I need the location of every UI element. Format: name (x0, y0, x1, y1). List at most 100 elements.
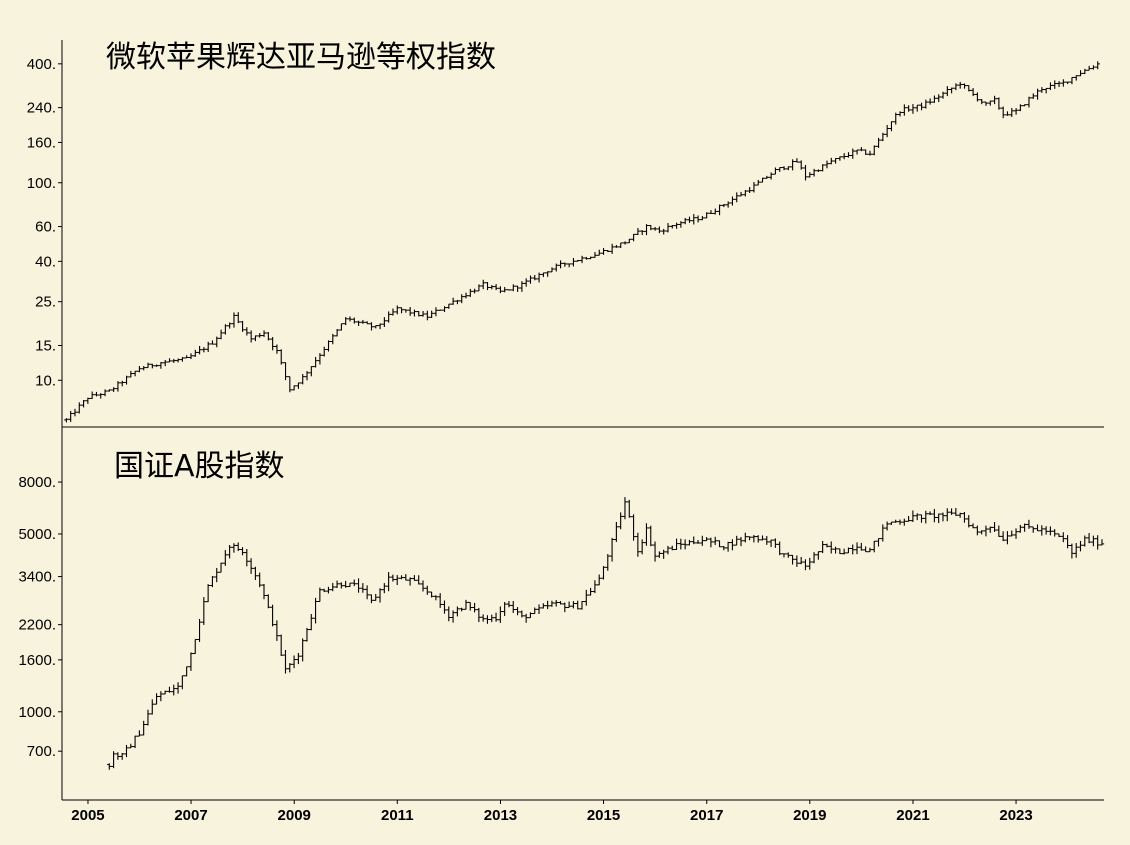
ohlc-bar (167, 686, 172, 693)
ohlc-bar (927, 98, 933, 105)
ohlc-bar (377, 323, 383, 330)
ohlc-bar (107, 389, 112, 392)
ohlc-bar (850, 148, 855, 159)
ohlc-bar (502, 602, 507, 616)
ohlc-bar (884, 124, 890, 138)
ohlc-bar (816, 551, 821, 560)
ohlc-bar (489, 285, 495, 290)
ohlc-bar (304, 627, 310, 642)
ohlc-bar (77, 402, 82, 414)
ohlc-bar (377, 588, 383, 603)
ohlc-bar (854, 149, 860, 155)
ohlc-bar (837, 548, 843, 555)
ohlc-bar (786, 552, 791, 558)
ohlc-bar (1078, 70, 1083, 77)
ohlc-bar (201, 347, 207, 353)
ohlc-bar (1043, 87, 1049, 94)
ohlc-bar (356, 578, 361, 593)
ohlc-bar (446, 606, 451, 622)
ohlc-bar (416, 311, 421, 317)
ohlc-bar (193, 349, 198, 357)
ohlc-bar (369, 322, 374, 331)
ohlc-bar (128, 370, 134, 378)
ohlc-bar (412, 575, 417, 581)
ohlc-bar (652, 541, 658, 562)
ohlc-bar (1091, 535, 1096, 547)
ohlc-bar (640, 230, 645, 235)
ohlc-bar (622, 241, 628, 245)
ohlc-bar (730, 539, 735, 551)
ohlc-bar (820, 164, 825, 172)
ohlc-bar (81, 400, 86, 408)
ohlc-bar (188, 652, 194, 671)
ohlc-bar (184, 355, 189, 359)
ohlc-bar (734, 192, 739, 203)
ohlc-bar (927, 511, 933, 516)
ohlc-bar (588, 587, 593, 596)
ohlc-bar (893, 519, 898, 523)
ohlc-bar (326, 586, 331, 594)
y-tick-label: 1000. (18, 704, 56, 721)
ohlc-bar (201, 597, 207, 625)
ohlc-bar (309, 366, 314, 377)
ohlc-bar (614, 521, 619, 542)
x-tick-label: 2019 (793, 807, 826, 824)
ohlc-bar (738, 536, 744, 547)
ohlc-bar (218, 329, 224, 340)
ohlc-bar (184, 666, 189, 677)
ohlc-bar (859, 147, 864, 152)
ohlc-bar (794, 158, 800, 163)
bottom-ohlc-series (107, 497, 1105, 770)
ohlc-bar (468, 601, 473, 611)
ohlc-bar (64, 418, 69, 423)
bottom-panel-title: 国证A股指数 (114, 449, 285, 484)
y-tick-label: 700. (27, 743, 56, 760)
ohlc-bar (347, 316, 353, 322)
ohlc-bar (248, 330, 254, 343)
ohlc-bar (592, 252, 598, 258)
ohlc-bar (1095, 535, 1100, 550)
ohlc-bar (1039, 525, 1045, 536)
ohlc-bar (725, 201, 731, 208)
ohlc-bar (682, 539, 688, 550)
ohlc-bar (919, 514, 924, 523)
y-tick-label: 100. (27, 175, 56, 192)
ohlc-bar (137, 366, 142, 373)
ohlc-bar (992, 95, 997, 105)
ohlc-bar (837, 156, 843, 161)
ohlc-bar (442, 600, 447, 614)
ohlc-bar (493, 612, 499, 622)
ohlc-bar (532, 274, 537, 281)
ohlc-bar (691, 536, 696, 545)
ohlc-bar (622, 497, 628, 520)
ohlc-bar (1022, 523, 1027, 532)
ohlc-bar (102, 389, 108, 397)
ohlc-bar (1048, 526, 1053, 536)
ohlc-bar (738, 191, 744, 197)
ohlc-bar (300, 638, 305, 662)
ohlc-bar (287, 663, 292, 673)
ohlc-bar (575, 600, 580, 610)
ohlc-bar (966, 515, 971, 528)
ohlc-bar (970, 523, 976, 529)
ohlc-bar (442, 306, 447, 313)
y-tick-label: 2200. (18, 617, 56, 634)
ohlc-bar (756, 179, 761, 186)
ohlc-bar (210, 340, 215, 345)
ohlc-bar (545, 600, 550, 610)
ohlc-bar (605, 250, 611, 253)
ohlc-bar (313, 597, 318, 624)
ohlc-bar (867, 547, 873, 553)
ohlc-bar (326, 340, 331, 352)
ohlc-bar (786, 166, 791, 171)
ohlc-bar (807, 172, 813, 178)
ohlc-bar (665, 223, 671, 233)
top-y-axis-ticks: 10. 15. 25. 40. 60. 100. 160. 240. 400. (27, 56, 62, 389)
y-tick-label: 160. (27, 134, 56, 151)
ohlc-bar (936, 513, 941, 524)
ohlc-bar (1005, 111, 1010, 116)
ohlc-bar (1065, 535, 1070, 549)
y-tick-label: 60. (35, 219, 56, 236)
ohlc-bar (175, 358, 181, 363)
